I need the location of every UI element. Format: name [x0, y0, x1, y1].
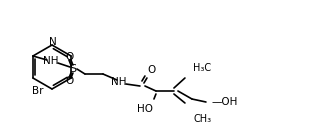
Text: NH: NH [111, 77, 127, 87]
Text: O: O [66, 52, 74, 62]
Text: O: O [66, 76, 74, 86]
Text: HO: HO [137, 104, 153, 114]
Text: N: N [49, 37, 57, 47]
Text: Br: Br [32, 86, 44, 96]
Text: H₃C: H₃C [193, 63, 211, 73]
Text: —OH: —OH [212, 97, 238, 107]
Text: S: S [70, 64, 77, 74]
Text: CH₃: CH₃ [194, 114, 212, 124]
Text: O: O [148, 65, 156, 75]
Text: NH: NH [43, 56, 59, 66]
